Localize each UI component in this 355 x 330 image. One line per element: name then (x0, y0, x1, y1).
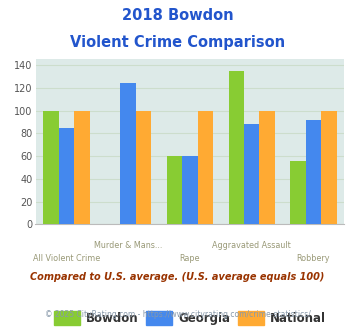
Bar (59, 128, 74, 224)
Bar (167, 156, 182, 224)
Bar (136, 111, 151, 224)
Bar (229, 71, 244, 224)
Text: Compared to U.S. average. (U.S. average equals 100): Compared to U.S. average. (U.S. average … (30, 272, 325, 282)
Bar (43, 111, 59, 224)
Bar (198, 111, 213, 224)
Bar (321, 111, 337, 224)
Text: © 2025 CityRating.com - https://www.cityrating.com/crime-statistics/: © 2025 CityRating.com - https://www.city… (45, 310, 310, 319)
Text: Violent Crime Comparison: Violent Crime Comparison (70, 35, 285, 50)
Text: Rape: Rape (180, 253, 200, 263)
Bar (290, 161, 306, 224)
Bar (182, 156, 198, 224)
Bar (74, 111, 89, 224)
Text: All Violent Crime: All Violent Crime (33, 253, 100, 263)
Bar (306, 120, 321, 224)
Bar (260, 111, 275, 224)
Bar (120, 83, 136, 224)
Text: Aggravated Assault: Aggravated Assault (212, 241, 291, 250)
Bar (244, 124, 260, 224)
Text: 2018 Bowdon: 2018 Bowdon (122, 8, 233, 23)
Text: Robbery: Robbery (297, 253, 330, 263)
Text: Murder & Mans...: Murder & Mans... (94, 241, 162, 250)
Legend: Bowdon, Georgia, National: Bowdon, Georgia, National (49, 306, 331, 329)
